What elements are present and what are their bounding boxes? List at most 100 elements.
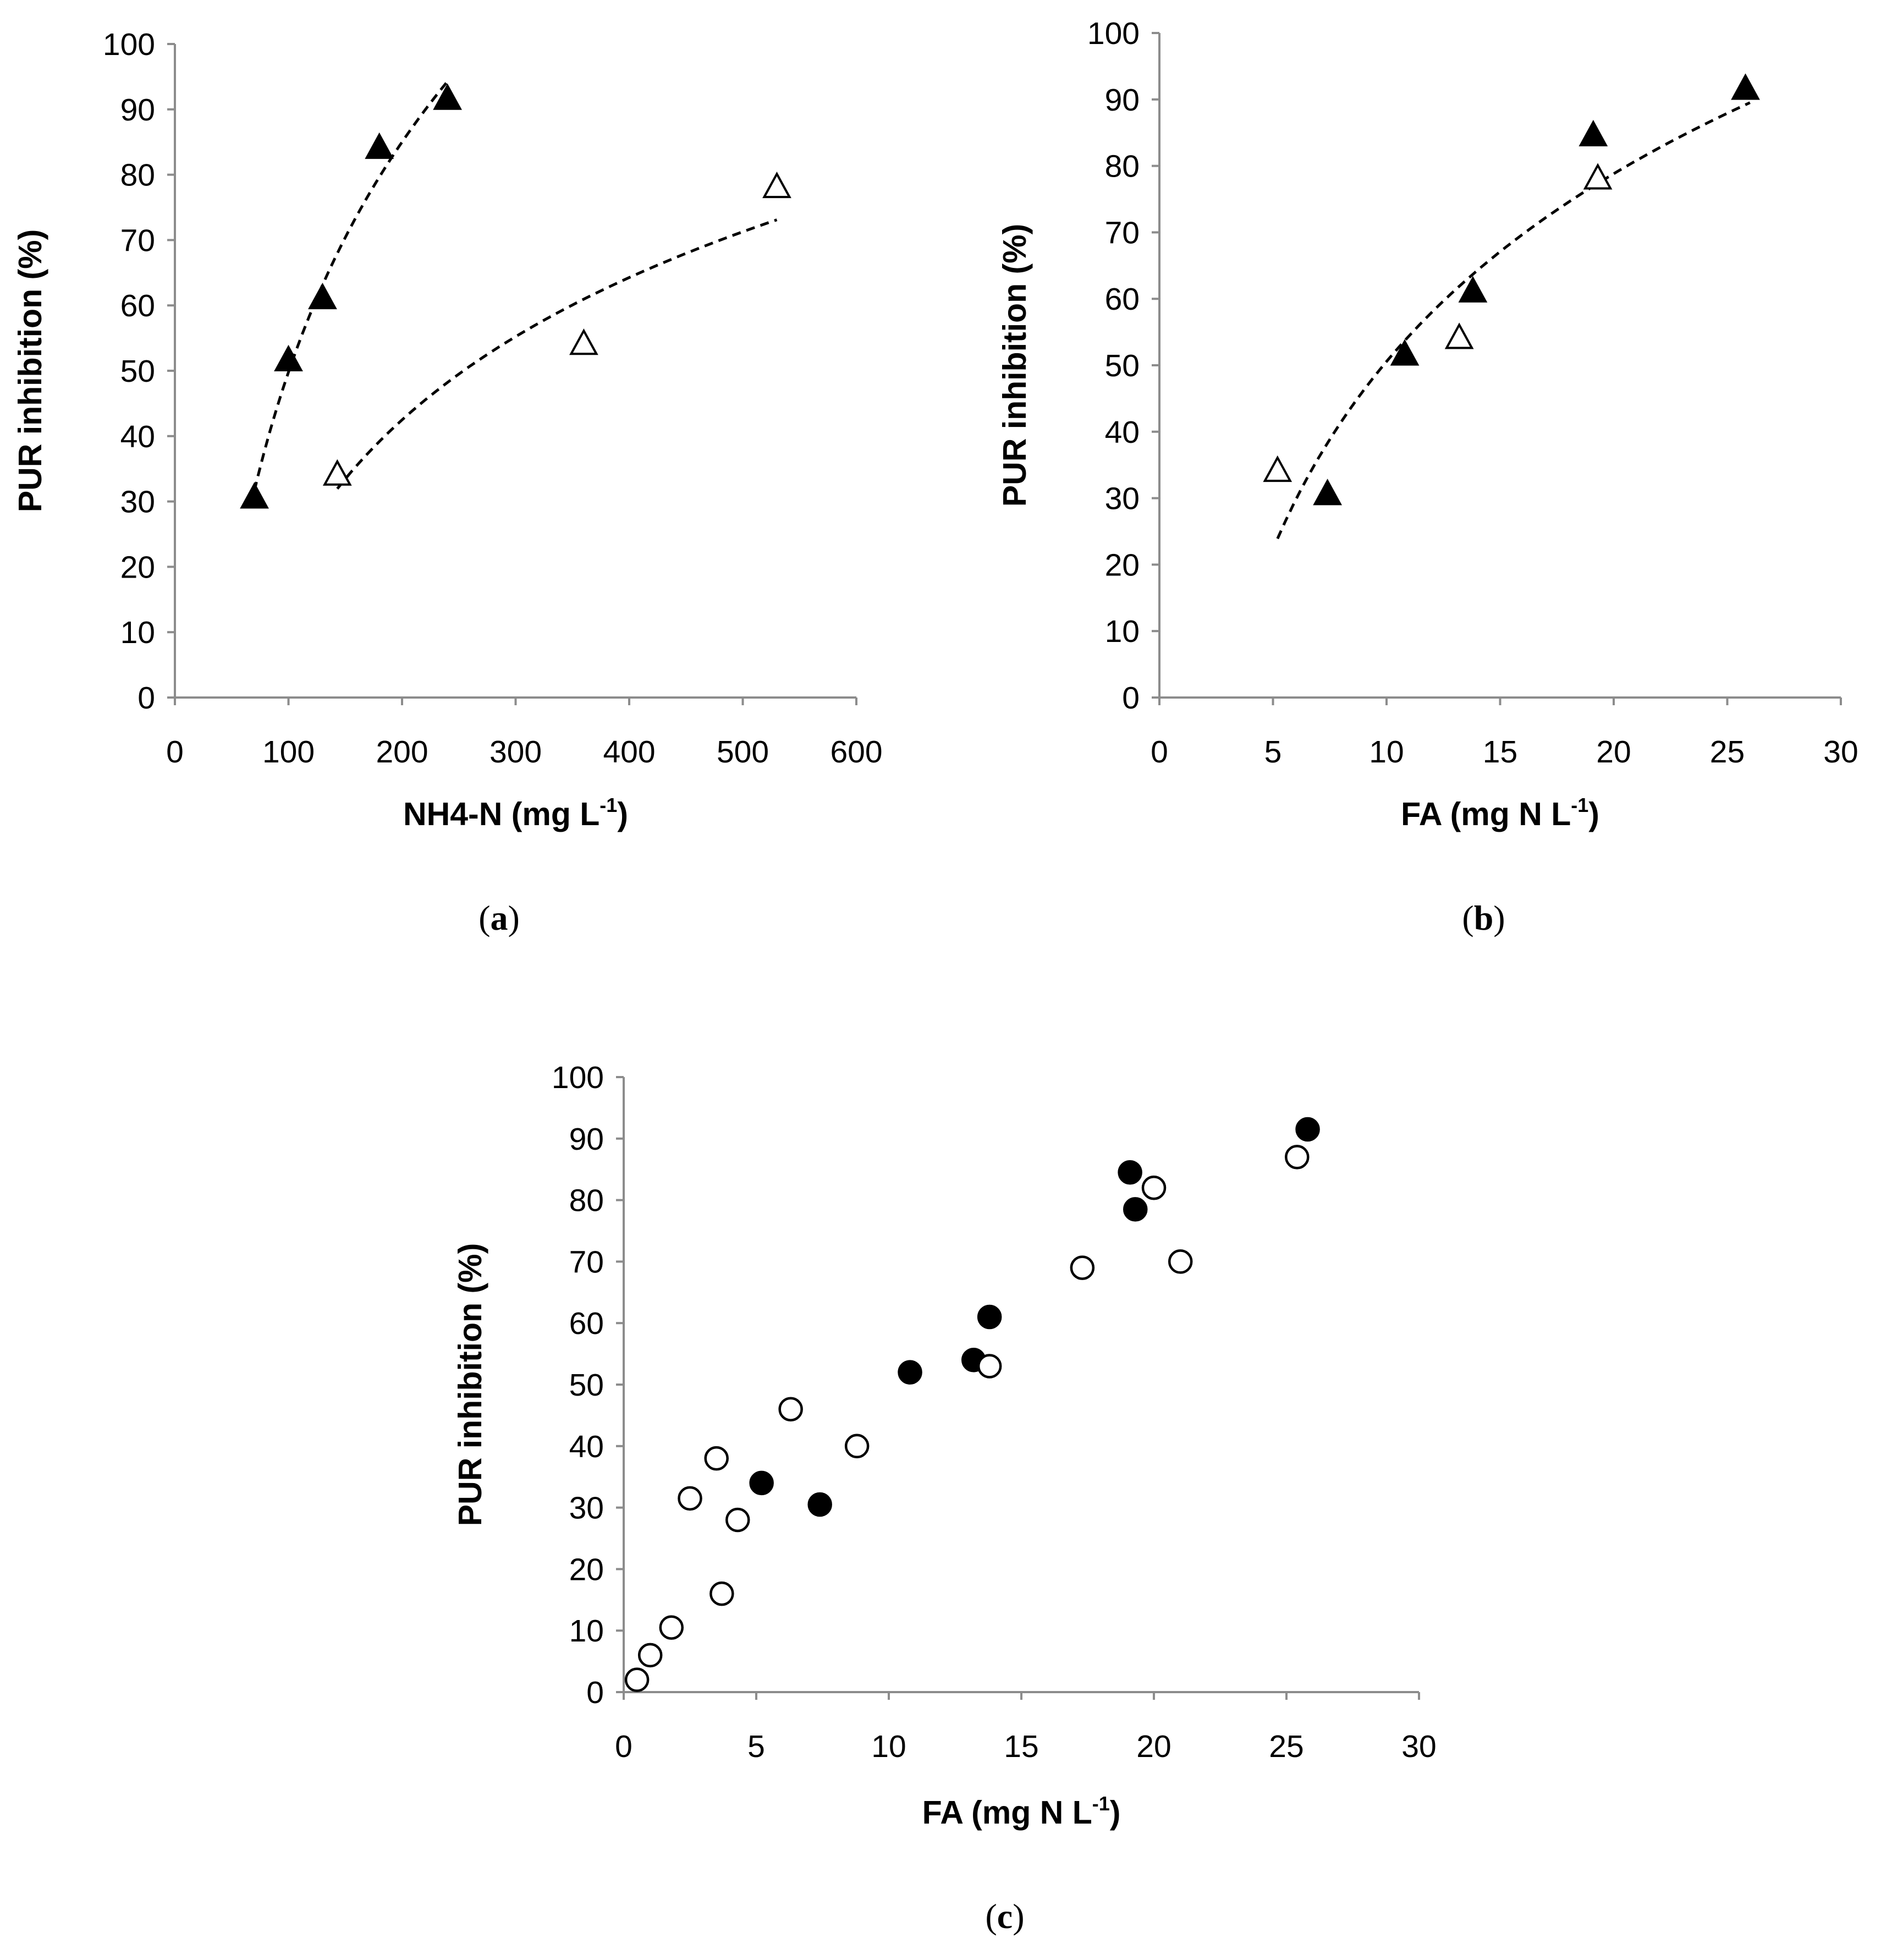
chart-panel-c: 0 10 20 30 40 50 60 70 80 90 100 0 5 10 15 20 25 30 FA (mg… <box>452 1060 1437 1936</box>
y-tick-label: 0 <box>1122 680 1140 716</box>
triangle-filled-point <box>1579 119 1608 147</box>
y-tick-label: 70 <box>1105 215 1140 250</box>
x-axis-title-main: NH4-N (mg L <box>403 796 600 832</box>
panel-label: (a) <box>479 898 520 937</box>
x-tick-label: 0 <box>615 1729 632 1764</box>
circle-open-point <box>778 1397 803 1421</box>
x-tick-label: 100 <box>262 734 315 770</box>
y-tick-label: 40 <box>120 419 155 454</box>
circle-open-point <box>1285 1145 1310 1170</box>
trend-line-series-1 <box>253 80 449 491</box>
triangle-open-point <box>569 328 598 355</box>
chart-panel-a: 0 10 20 30 40 50 60 70 80 90 100 0 100 200 300 400 500 60… <box>12 27 883 937</box>
circle-open-point <box>624 1667 650 1692</box>
circle-open-point <box>1141 1175 1167 1200</box>
y-tick-label: 10 <box>120 615 155 650</box>
triangle-filled-point <box>308 282 337 310</box>
y-tick-label: 0 <box>586 1675 604 1710</box>
x-tick-label: 500 <box>717 734 769 770</box>
circle-filled-point <box>1118 1160 1142 1185</box>
trend-line-combined <box>1276 101 1751 540</box>
y-tick-label: 100 <box>103 27 155 62</box>
x-tick-label: 25 <box>1269 1729 1304 1764</box>
y-axis-title: PUR inhibition (%) <box>997 224 1033 507</box>
circle-open-point <box>1168 1249 1193 1274</box>
circle-open-point <box>710 1581 734 1606</box>
triangle-filled-point <box>365 132 394 159</box>
x-tick-label: 5 <box>747 1729 765 1764</box>
panel-label-letter: b <box>1474 898 1494 937</box>
triangle-filled-point <box>240 482 269 509</box>
panel-label-letter: a <box>491 898 508 937</box>
circle-filled-point <box>977 1304 1002 1330</box>
x-tick-label: 5 <box>1264 734 1282 770</box>
y-tick-label: 60 <box>569 1306 604 1341</box>
y-tick-label: 30 <box>120 485 155 520</box>
panel-label-letter: c <box>997 1897 1013 1936</box>
y-tick-label: 30 <box>1105 481 1140 517</box>
y-tick-label: 100 <box>552 1060 604 1095</box>
x-tick-label: 25 <box>1710 734 1745 770</box>
circle-open-point <box>704 1446 729 1471</box>
triangle-open-point <box>322 459 352 486</box>
y-tick-label: 20 <box>1105 547 1140 583</box>
y-tick-label: 10 <box>569 1613 604 1649</box>
y-tick-label: 60 <box>1105 282 1140 317</box>
circle-filled-point <box>749 1470 774 1496</box>
x-tick-label: 15 <box>1004 1729 1038 1764</box>
y-tick-label: 30 <box>569 1491 604 1526</box>
x-axis-title-main: FA (mg N L <box>1401 796 1571 832</box>
triangle-open-point <box>1444 322 1474 349</box>
y-tick-label: 70 <box>120 223 155 258</box>
y-tick-label: 50 <box>120 354 155 389</box>
x-axis-title: FA (mg N L-1) <box>1401 794 1599 832</box>
x-tick-label: 30 <box>1401 1729 1436 1764</box>
y-tick-label: 20 <box>120 550 155 585</box>
x-tick-label: 10 <box>1369 734 1404 770</box>
x-tick-label: 300 <box>490 734 542 770</box>
triangle-filled-point <box>1731 73 1760 100</box>
circle-open-point <box>1070 1255 1095 1280</box>
circle-filled-point <box>1295 1117 1320 1142</box>
trend-line-series-2 <box>336 218 778 490</box>
triangle-open-point <box>1263 455 1292 482</box>
y-tick-label: 80 <box>120 158 155 193</box>
triangle-filled-point <box>433 83 462 110</box>
y-tick-label: 100 <box>1087 16 1140 51</box>
x-axis-title-sup: -1 <box>1092 1792 1110 1815</box>
circle-open-point <box>844 1434 870 1459</box>
triangle-open-point <box>1583 163 1613 190</box>
y-tick-label: 90 <box>120 92 155 128</box>
y-tick-label: 40 <box>569 1429 604 1464</box>
x-tick-label: 20 <box>1136 1729 1171 1764</box>
x-axis-title-main: FA (mg N L <box>922 1794 1092 1831</box>
y-tick-label: 80 <box>1105 149 1140 184</box>
triangle-filled-point <box>1313 479 1342 506</box>
circle-open-point <box>977 1354 1002 1379</box>
circle-open-point <box>637 1643 663 1668</box>
y-tick-label: 80 <box>569 1183 604 1218</box>
x-axis-title-end: ) <box>1588 796 1599 832</box>
panel-label: (c) <box>985 1897 1024 1936</box>
y-tick-label: 90 <box>1105 83 1140 118</box>
y-tick-label: 70 <box>569 1244 604 1280</box>
x-tick-label: 0 <box>166 734 184 770</box>
y-tick-label: 50 <box>1105 348 1140 383</box>
y-axis-title: PUR inhibition (%) <box>12 229 48 513</box>
x-axis-title-end: ) <box>1110 1794 1121 1831</box>
x-axis-title-sup: -1 <box>600 794 617 816</box>
x-tick-label: 600 <box>830 734 882 770</box>
chart-panel-b: 0 10 20 30 40 50 60 70 80 90 100 0 5 10 15 20 25 30 FA (mg… <box>997 16 1858 937</box>
x-axis-title: FA (mg N L-1) <box>922 1792 1121 1831</box>
triangle-filled-point <box>1458 276 1488 303</box>
circle-filled-point <box>807 1492 832 1517</box>
y-tick-label: 40 <box>1105 415 1140 450</box>
triangle-filled-point <box>1390 339 1420 366</box>
x-tick-label: 200 <box>376 734 428 770</box>
y-tick-label: 50 <box>569 1368 604 1403</box>
x-axis-title-sup: -1 <box>1571 794 1588 816</box>
circle-open-point <box>678 1486 702 1511</box>
x-axis-title-end: ) <box>617 796 628 832</box>
triangle-filled-point <box>274 344 303 371</box>
